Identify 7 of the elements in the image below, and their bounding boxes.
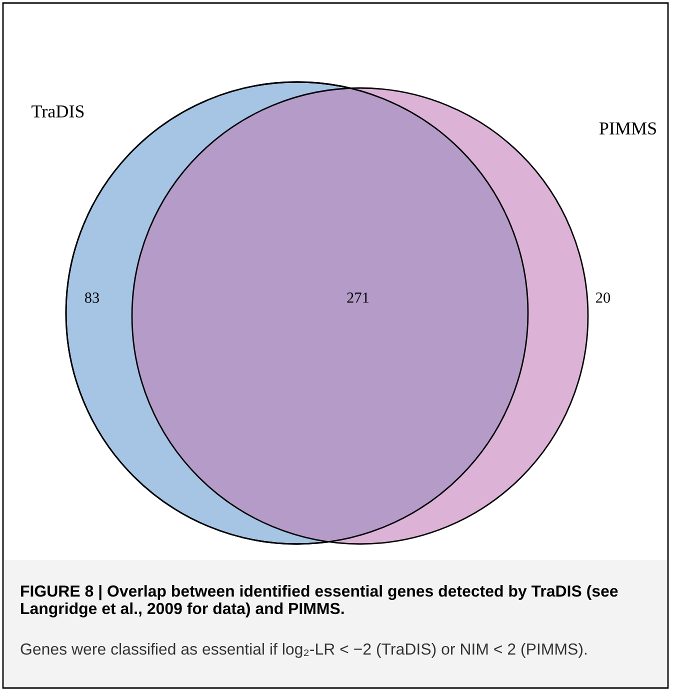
data-label: 20	[596, 292, 610, 303]
caption: FIGURE 8 | Overlap between identified essential genes detected by TraDIS (see Langridge et al., 2009 for data) and PIMMS.	[21, 585, 618, 618]
text: PIMMS	[599, 122, 656, 135]
data-label: 271	[347, 292, 369, 303]
text: TraDIS	[32, 105, 84, 118]
text: Genes were classified as essential if log₂-LR < −2 (TraDIS) or NIM < 2 (PIMMS).	[20, 643, 586, 658]
data-label: 83	[84, 292, 100, 303]
